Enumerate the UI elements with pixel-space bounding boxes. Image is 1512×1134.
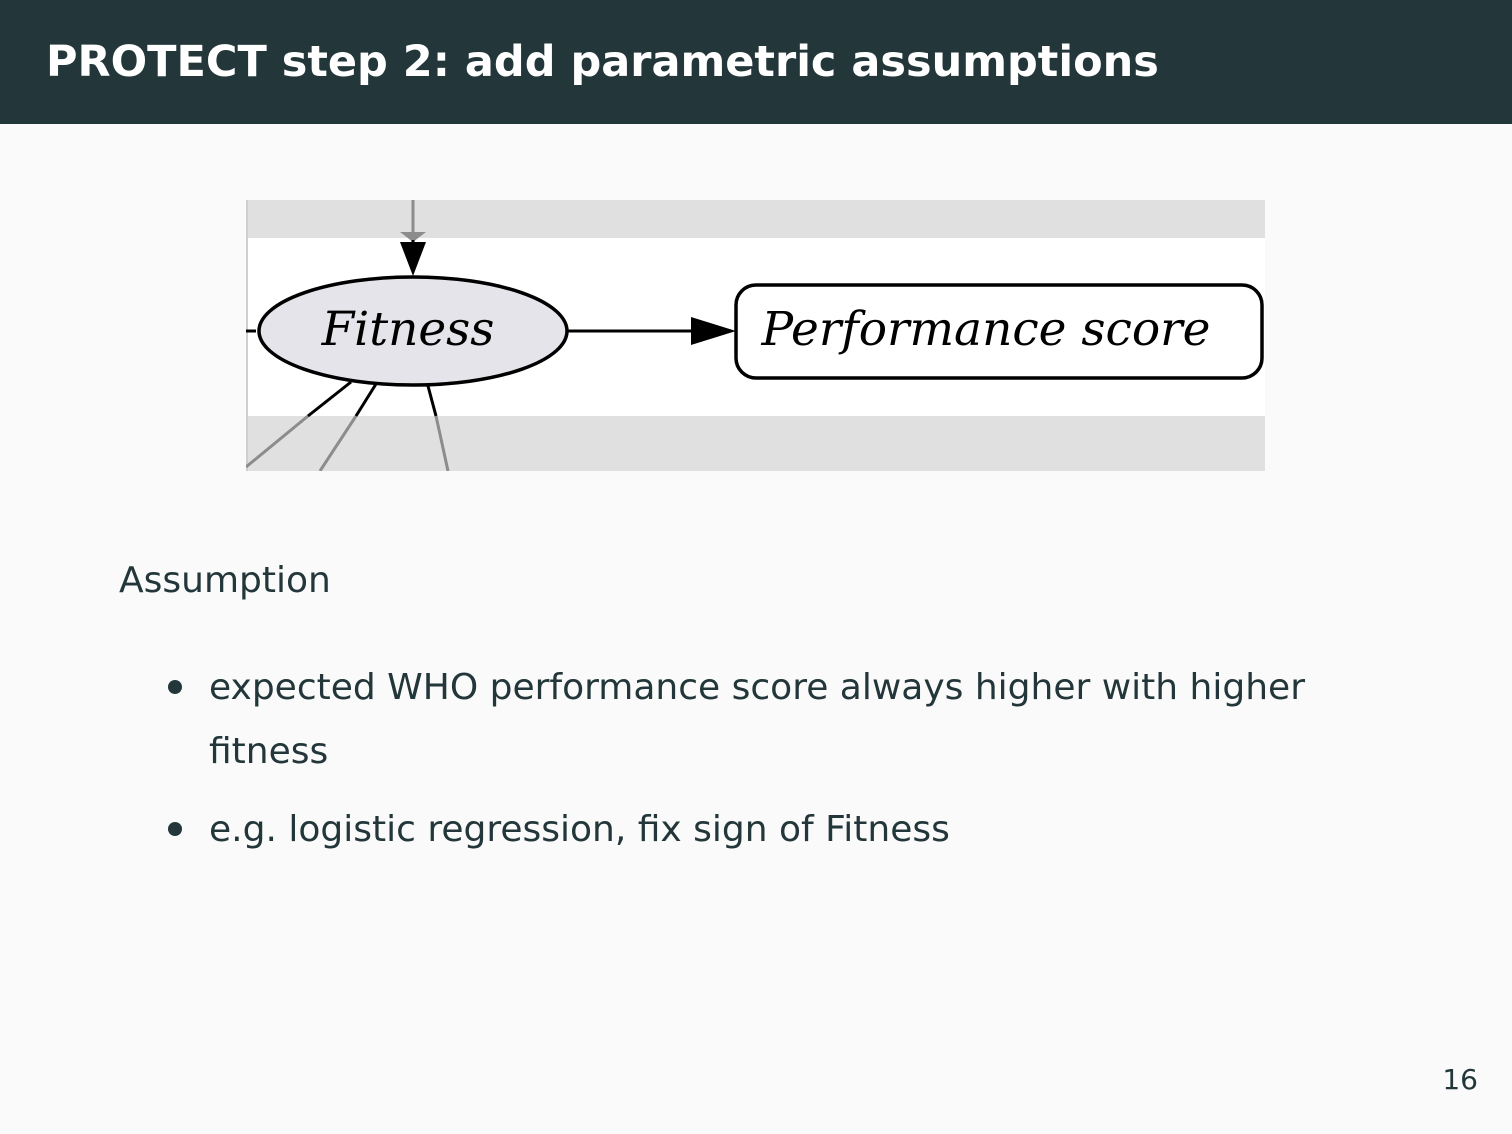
slide-header: PROTECT step 2: add parametric assumptio… (0, 0, 1512, 124)
partial-edge-2 (354, 383, 378, 417)
performance-score-node (734, 283, 1264, 380)
slide-title: PROTECT step 2: add parametric assumptio… (46, 37, 1159, 87)
top-band (246, 200, 1265, 238)
assumption-list: expected WHO performance score always hi… (160, 656, 1400, 876)
partial-edge-3 (426, 385, 438, 417)
assumption-heading: Assumption (119, 560, 331, 601)
list-item: expected WHO performance score always hi… (160, 656, 1400, 784)
causal-diagram: Fitness Performance score (246, 200, 1265, 471)
performance-score-node-label: Performance score (761, 302, 1211, 357)
partial-edge-1-faded (246, 414, 309, 469)
list-item-text: expected WHO performance score always hi… (209, 667, 1305, 772)
edge-fitness-to-performance-arrowhead (691, 317, 736, 345)
list-item-text: e.g. logistic regression, fix sign of Fi… (209, 809, 950, 850)
list-item: e.g. logistic regression, fix sign of Fi… (160, 798, 1400, 862)
bullet-icon (168, 680, 182, 694)
partial-edge-2-faded (318, 415, 358, 471)
bottom-band (246, 416, 1265, 471)
partial-edge-3-faded (434, 415, 450, 471)
bullet-icon (168, 822, 182, 836)
partial-edge-1 (307, 380, 352, 418)
page-number: 16 (1442, 1063, 1478, 1096)
fitness-node-label: Fitness (321, 302, 495, 357)
incoming-edge-top-arrowhead (400, 242, 426, 276)
diagram-svg: Fitness Performance score (246, 200, 1265, 471)
incoming-edge-top-faded-head (400, 232, 426, 242)
